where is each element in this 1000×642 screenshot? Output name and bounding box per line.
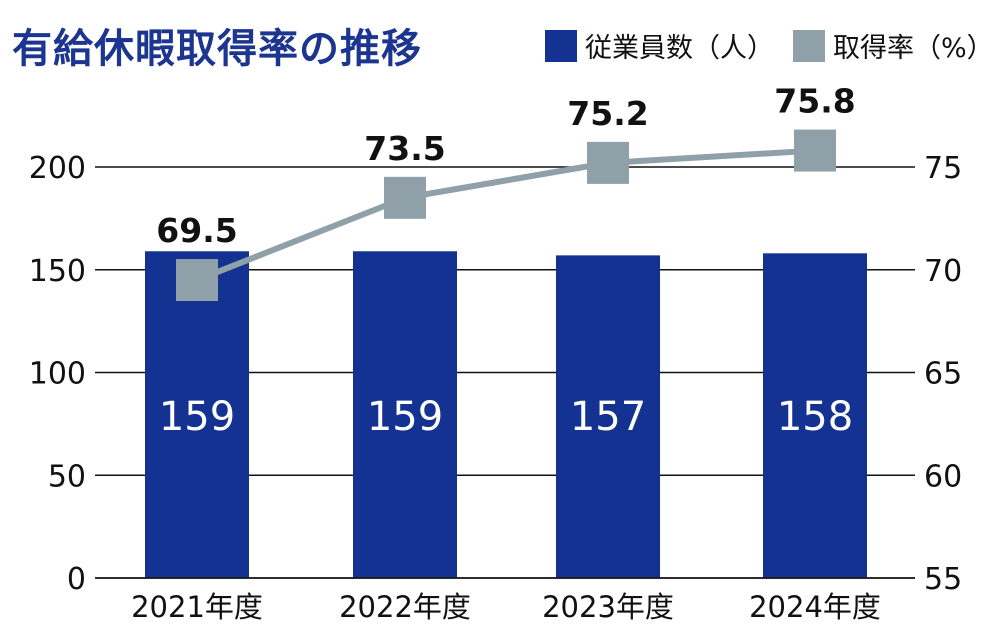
legend-label: 従業員数（人） xyxy=(585,33,774,64)
rate-value-label: 75.8 xyxy=(774,82,855,121)
rate-value-label: 69.5 xyxy=(156,211,237,250)
y-right-tick-label: 75 xyxy=(924,151,962,186)
y-right-tick-label: 65 xyxy=(924,357,962,392)
rate-marker xyxy=(384,176,426,219)
rate-marker xyxy=(176,259,218,302)
legend-swatch-bar xyxy=(545,29,577,62)
y-left-tick-label: 100 xyxy=(29,357,86,392)
bar-value-label: 157 xyxy=(570,394,646,440)
y-left-tick-label: 50 xyxy=(48,459,86,494)
rate-value-label: 75.2 xyxy=(567,94,648,133)
legend-swatch-line xyxy=(793,29,825,62)
bar xyxy=(145,251,249,578)
y-left-tick-label: 0 xyxy=(67,562,86,597)
y-right-tick-label: 60 xyxy=(924,459,962,494)
rate-value-label: 73.5 xyxy=(364,129,445,168)
y-right-tick-label: 55 xyxy=(924,562,962,597)
rate-marker xyxy=(587,141,629,184)
bar-value-label: 158 xyxy=(777,394,853,440)
x-tick-label: 2022年度 xyxy=(339,590,471,624)
rate-line xyxy=(195,147,816,283)
y-left-tick-label: 150 xyxy=(29,254,86,289)
bar xyxy=(353,251,457,578)
bar-value-label: 159 xyxy=(159,394,235,440)
chart-title: 有給休暇取得率の推移 xyxy=(12,26,422,72)
legend-label: 取得率（%） xyxy=(833,33,994,64)
x-tick-label: 2023年度 xyxy=(542,590,674,624)
legend-item-employees: 従業員数（人） xyxy=(545,26,774,65)
rate-marker xyxy=(794,129,836,172)
bar xyxy=(763,253,867,578)
x-tick-label: 2021年度 xyxy=(131,590,263,624)
y-right-tick-label: 70 xyxy=(924,254,962,289)
x-tick-label: 2024年度 xyxy=(749,590,881,624)
legend-item-rate: 取得率（%） xyxy=(793,26,994,65)
bar-value-label: 159 xyxy=(367,394,443,440)
bar xyxy=(556,255,660,579)
y-left-tick-label: 200 xyxy=(29,151,86,186)
